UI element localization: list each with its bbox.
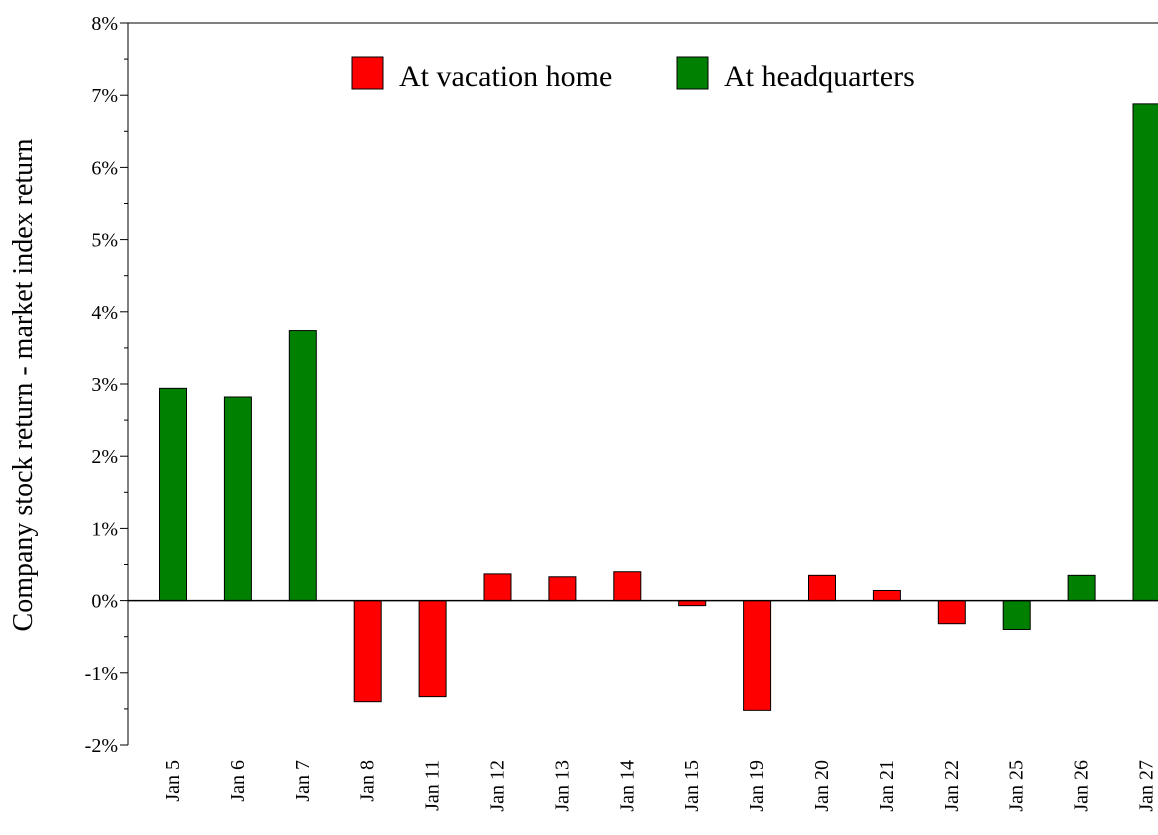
y-tick-label: 2% bbox=[91, 446, 118, 468]
x-tick-label: Jan 5 bbox=[162, 760, 184, 802]
x-tick-label: Jan 15 bbox=[681, 760, 703, 812]
y-axis-label: Company stock return - market index retu… bbox=[8, 139, 39, 632]
y-tick-label: 3% bbox=[91, 374, 118, 396]
y-tick-label: 5% bbox=[91, 230, 118, 252]
y-tick-label: 0% bbox=[91, 591, 118, 613]
bar bbox=[483, 573, 512, 602]
x-tick-label: Jan 21 bbox=[876, 760, 898, 812]
bar bbox=[872, 589, 901, 602]
x-tick-label: Jan 27 bbox=[1136, 760, 1158, 812]
bar bbox=[743, 600, 772, 711]
bar bbox=[418, 600, 447, 698]
bar bbox=[937, 600, 966, 625]
y-tick-label: -2% bbox=[85, 735, 118, 757]
x-tick-label: Jan 26 bbox=[1071, 760, 1093, 812]
bar bbox=[678, 600, 707, 607]
bar bbox=[548, 576, 577, 602]
bar bbox=[1067, 574, 1096, 602]
bar bbox=[223, 396, 252, 602]
bar bbox=[353, 600, 382, 703]
x-tick-label: Jan 13 bbox=[551, 760, 573, 812]
x-tick-label: Jan 11 bbox=[422, 760, 444, 811]
x-tick-label: Jan 25 bbox=[1006, 760, 1028, 812]
bar bbox=[159, 387, 187, 602]
x-tick-label: Jan 20 bbox=[811, 760, 833, 812]
legend-label: At headquarters bbox=[724, 60, 915, 93]
bar bbox=[1132, 103, 1158, 602]
legend-swatch bbox=[351, 56, 384, 90]
y-tick-label: 6% bbox=[91, 157, 118, 179]
bar bbox=[613, 571, 642, 602]
y-tick-label: -1% bbox=[85, 663, 118, 685]
y-tick-label: 8% bbox=[91, 13, 118, 35]
bar bbox=[288, 330, 317, 602]
y-tick-label: 1% bbox=[91, 518, 118, 540]
bar bbox=[808, 574, 836, 602]
legend-label: At vacation home bbox=[399, 60, 612, 93]
bar bbox=[1002, 600, 1031, 630]
x-tick-label: Jan 22 bbox=[941, 760, 963, 812]
x-tick-label: Jan 14 bbox=[616, 760, 638, 812]
x-tick-label: Jan 6 bbox=[227, 760, 249, 802]
y-tick-label: 7% bbox=[91, 85, 118, 107]
x-tick-label: Jan 19 bbox=[746, 760, 768, 812]
x-tick-label: Jan 12 bbox=[487, 760, 509, 812]
y-tick-label: 4% bbox=[91, 302, 118, 324]
x-tick-label: Jan 7 bbox=[292, 760, 314, 802]
legend-swatch bbox=[676, 56, 709, 90]
x-tick-label: Jan 8 bbox=[357, 760, 379, 802]
